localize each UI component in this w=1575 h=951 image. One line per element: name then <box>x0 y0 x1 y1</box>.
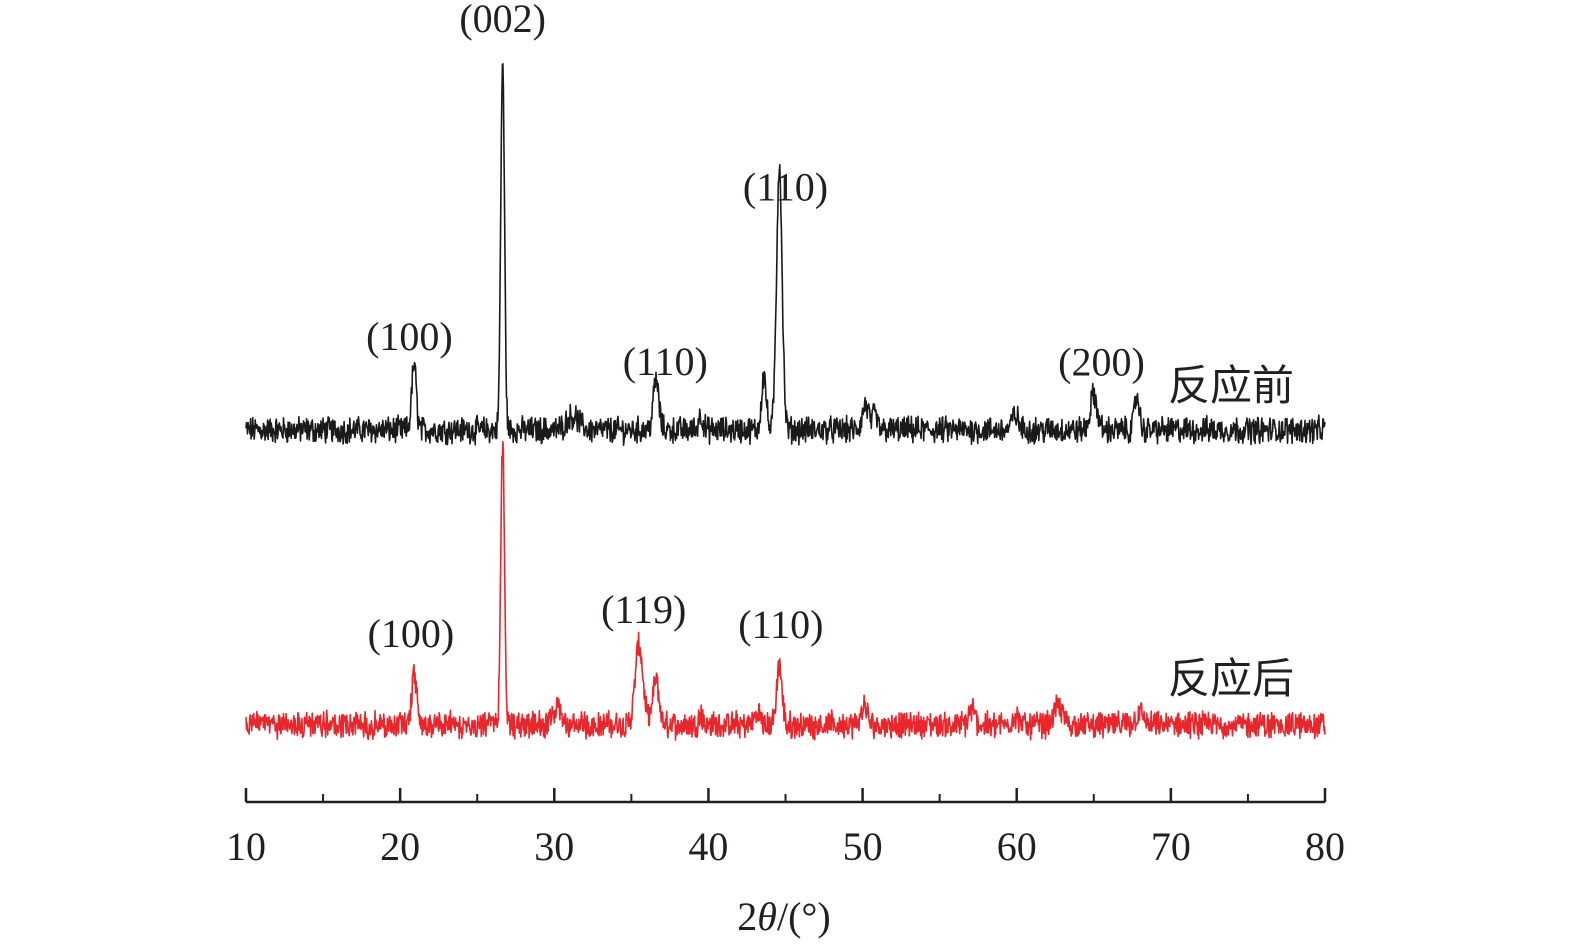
x-tick-label: 10 <box>226 824 266 869</box>
peak-label: (119) <box>601 587 686 632</box>
peak-label: (200) <box>1058 340 1145 385</box>
peak-label: (110) <box>743 165 828 210</box>
x-axis: 10 20 30 40 50 60 70 80 <box>226 788 1345 869</box>
peak-label: (110) <box>623 339 708 384</box>
peak-label: (110) <box>738 602 823 647</box>
x-axis-title: 2θ/(°) <box>737 894 830 939</box>
peak-label: (100) <box>368 611 455 656</box>
peak-label: (002) <box>459 0 546 41</box>
x-tick-label: 40 <box>688 824 728 869</box>
series-line-1 <box>245 63 1326 446</box>
peak-label: (100) <box>366 314 453 359</box>
series-line-2 <box>245 440 1326 741</box>
x-axis-title-suffix: /(°) <box>777 894 831 939</box>
x-tick-label: 70 <box>1151 824 1191 869</box>
x-tick-label: 80 <box>1305 824 1345 869</box>
x-tick-label: 50 <box>843 824 883 869</box>
series-label-2: 反应后 <box>1168 654 1294 703</box>
x-axis-title-prefix: 2 <box>737 894 757 939</box>
x-tick-label: 20 <box>380 824 420 869</box>
x-tick-label: 30 <box>534 824 574 869</box>
series-layer <box>245 63 1326 741</box>
series-label-1: 反应前 <box>1168 361 1294 410</box>
x-axis-title-symbol: θ <box>757 894 777 939</box>
x-tick-label: 60 <box>997 824 1037 869</box>
